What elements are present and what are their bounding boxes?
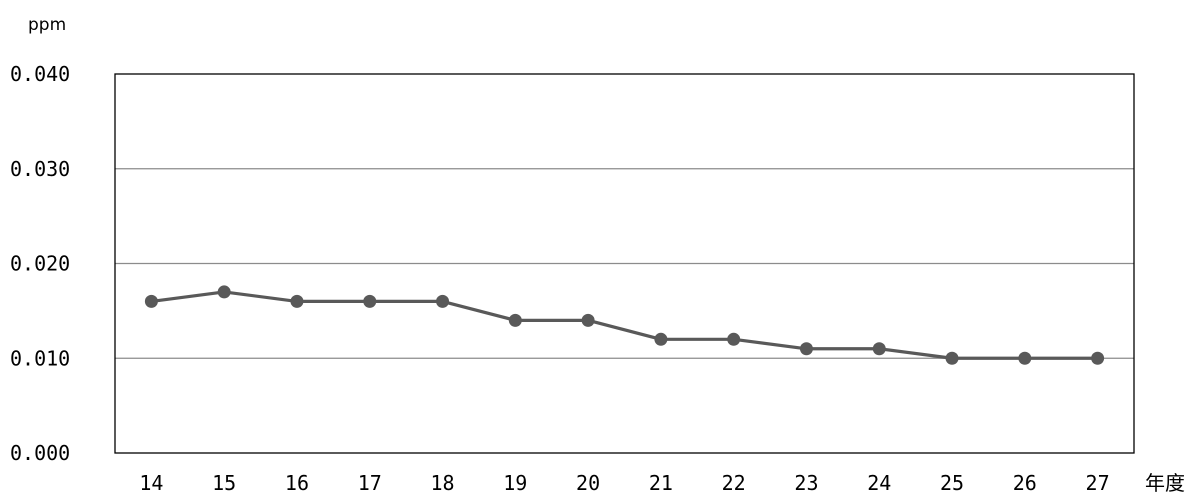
y-tick-label: 0.010: [10, 346, 70, 370]
x-tick-label: 24: [867, 471, 891, 495]
y-tick-label: 0.020: [10, 252, 70, 276]
x-axis-tick-labels: 14 15 16 17 18 19 20 21 22 23 24 25 26 27: [139, 471, 1109, 495]
data-point: [727, 332, 741, 346]
x-tick-label: 21: [649, 471, 673, 495]
data-point: [945, 351, 959, 365]
x-tick-label: 18: [430, 471, 454, 495]
x-tick-label: 16: [285, 471, 309, 495]
data-point: [508, 313, 522, 327]
y-tick-label: 0.000: [10, 441, 70, 465]
data-point: [799, 342, 813, 356]
data-point: [581, 313, 595, 327]
x-tick-label: 27: [1086, 471, 1110, 495]
data-point: [654, 332, 668, 346]
data-point: [872, 342, 886, 356]
data-point: [436, 294, 450, 308]
x-tick-label: 25: [940, 471, 964, 495]
x-tick-label: 17: [358, 471, 382, 495]
data-point: [290, 294, 304, 308]
data-point: [1091, 351, 1105, 365]
y-axis-unit-label: ppm: [28, 15, 66, 35]
y-axis-tick-labels: 0.000 0.010 0.020 0.030 0.040: [10, 62, 70, 465]
plot-area-border: [114, 73, 1135, 454]
data-point: [217, 285, 231, 299]
data-point: [363, 294, 377, 308]
data-point: [1018, 351, 1032, 365]
x-tick-label: 20: [576, 471, 600, 495]
x-tick-label: 26: [1013, 471, 1037, 495]
x-tick-label: 23: [794, 471, 818, 495]
x-axis-unit-label: 年度: [1145, 471, 1185, 495]
y-tick-label: 0.030: [10, 157, 70, 181]
x-tick-label: 19: [503, 471, 527, 495]
x-tick-label: 22: [722, 471, 746, 495]
data-point: [144, 294, 158, 308]
y-tick-label: 0.040: [10, 62, 70, 86]
x-tick-label: 14: [139, 471, 163, 495]
data-series: [144, 285, 1105, 365]
series-line: [151, 290, 1098, 360]
x-tick-label: 15: [212, 471, 236, 495]
